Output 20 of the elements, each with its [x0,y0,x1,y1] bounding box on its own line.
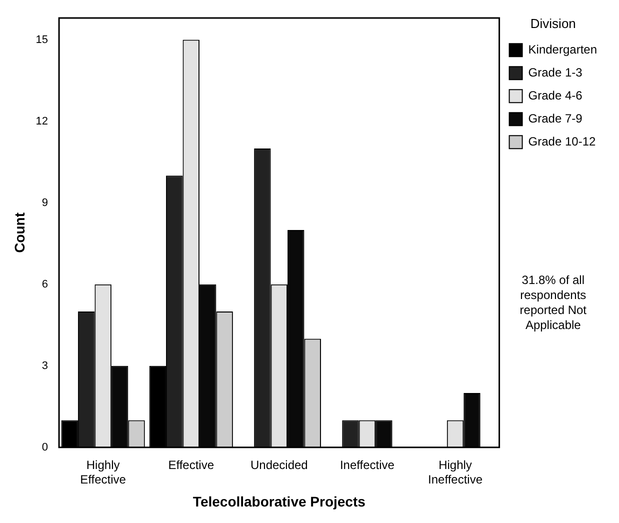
legend-label: Grade 1-3 [528,65,583,80]
x-tick-label: Highly Effective [80,458,126,486]
y-tick-label: 3 [42,360,48,372]
legend-label: Grade 7-9 [528,111,583,126]
y-tick-label: 9 [42,196,48,209]
legend-label: Kindergarten [528,42,598,56]
x-tick-label: Undecided [250,458,308,472]
x-tick-label: Ineffective [340,458,395,472]
x-tick-label: Highly Ineffective [428,458,483,486]
legend-label: Grade 4-6 [528,88,583,102]
x-tick-label: Effective [168,458,214,472]
text: 31.8% of all respondents reported Not Applicable [520,273,588,332]
y-tick-label: 12 [36,115,48,128]
y-tick-label: 0 [42,441,48,454]
x-axis-title: Telecollaborative Projects [192,493,366,510]
legend-title: Division [530,16,576,32]
y-axis-title: Count [11,212,28,253]
y-tick-label: 15 [36,34,48,46]
legend-label: Grade 10-12 [528,134,596,148]
y-tick-label: 6 [42,278,48,290]
